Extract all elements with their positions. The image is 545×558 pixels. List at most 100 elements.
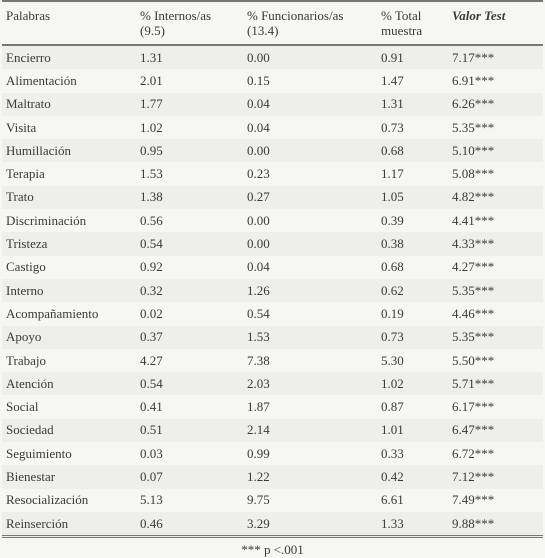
value-cell: 0.41 xyxy=(140,399,163,415)
header-line: muestra xyxy=(381,23,423,38)
word-cell: Reinserción xyxy=(2,511,136,537)
value-cell: 0.56 xyxy=(140,212,163,228)
value-cell: 0.37 xyxy=(136,325,243,349)
value-cell: 1.38 xyxy=(136,185,243,210)
value-cell: 0.04 xyxy=(247,259,270,275)
table-row: Atención 0.54 2.03 1.02 5.71*** xyxy=(2,372,543,396)
header-row: Palabras% Internos/as (9.5)% Funcionarios… xyxy=(2,1,543,46)
value-cell: 0.92 xyxy=(140,259,163,275)
value-cell: 0.00 xyxy=(247,212,270,228)
word-cell: Social xyxy=(6,399,39,415)
value-cell: 0.39 xyxy=(381,212,404,228)
value-cell: 0.02 xyxy=(140,305,163,321)
table-row: Apoyo 0.37 1.53 0.73 5.35*** xyxy=(2,325,543,349)
value-cell: 5.30 xyxy=(381,352,404,368)
value-cell: 2.14 xyxy=(243,418,377,443)
table-row: Sociedad 0.51 2.14 1.01 6.47*** xyxy=(2,418,543,443)
value-cell: 0.04 xyxy=(243,92,377,116)
header-line: (9.5) xyxy=(140,23,165,38)
value-cell: 0.73 xyxy=(377,325,448,349)
value-cell: 0.42 xyxy=(377,465,448,489)
value-cell: 0.38 xyxy=(377,232,448,256)
value-cell: 4.27*** xyxy=(452,259,495,275)
table-row: Tristeza 0.54 0.00 0.38 4.33*** xyxy=(2,232,543,256)
word-cell: Acompañamiento xyxy=(6,305,99,321)
value-cell: 1.31 xyxy=(377,92,448,116)
value-cell: 0.46 xyxy=(136,511,243,537)
value-cell: 2.01 xyxy=(140,72,163,88)
value-cell: 0.27 xyxy=(243,185,377,210)
word-cell: Humillación xyxy=(2,139,136,163)
value-cell: 0.07 xyxy=(136,465,243,489)
value-cell: 0.95 xyxy=(136,139,243,163)
column-header: % Total muestra xyxy=(377,1,448,46)
value-cell: 0.03 xyxy=(140,445,163,461)
header-line: (13.4) xyxy=(247,23,279,38)
word-cell: Discriminación xyxy=(6,212,87,228)
value-cell: 4.46*** xyxy=(452,305,495,321)
table-row: Humillación 0.95 0.00 0.68 5.10*** xyxy=(2,139,543,163)
word-cell: Alimentación xyxy=(6,72,77,88)
table-row: Terapia 1.53 0.23 1.17 5.08*** xyxy=(2,162,543,185)
value-cell: 1.01 xyxy=(377,418,448,443)
word-cell: Sociedad xyxy=(2,418,136,443)
value-cell: 4.27 xyxy=(140,352,163,368)
value-cell: 1.02 xyxy=(140,119,163,135)
value-cell: 0.23 xyxy=(247,166,270,182)
table-row: Visita 1.02 0.04 0.73 5.35*** xyxy=(2,116,543,139)
table-row: Reinserción 0.46 3.29 1.33 9.88*** xyxy=(2,511,543,537)
value-cell: 1.53 xyxy=(140,166,163,182)
word-cell: Interno xyxy=(2,278,136,303)
value-cell: 0.68 xyxy=(381,259,404,275)
value-cell: 2.03 xyxy=(243,372,377,396)
value-cell: 6.47*** xyxy=(448,418,543,443)
value-cell: 0.00 xyxy=(243,232,377,256)
header-line: Palabras xyxy=(6,8,51,23)
value-cell: 1.53 xyxy=(243,325,377,349)
column-header: % Funcionarios/as (13.4) xyxy=(243,1,377,46)
word-cell: Tristeza xyxy=(2,232,136,256)
value-cell: 0.54 xyxy=(136,232,243,256)
value-cell: 9.88*** xyxy=(448,511,543,537)
value-cell: 0.91 xyxy=(377,45,448,70)
value-cell: 1.02 xyxy=(377,372,448,396)
value-cell: 4.41*** xyxy=(452,212,495,228)
footnote: *** p <.001 xyxy=(241,542,304,558)
value-cell: 0.68 xyxy=(377,139,448,163)
table-row: Trabajo 4.27 7.38 5.30 5.50*** xyxy=(2,349,543,372)
word-cell: Terapia xyxy=(6,166,45,182)
word-cell: Maltrato xyxy=(2,92,136,116)
table-row: Discriminación 0.56 0.00 0.39 4.41*** xyxy=(2,209,543,232)
word-cell: Resocialización xyxy=(6,492,89,508)
value-cell: 5.13 xyxy=(140,492,163,508)
value-cell: 9.75 xyxy=(247,492,270,508)
value-cell: 5.35*** xyxy=(452,119,495,135)
value-cell: 1.05 xyxy=(377,185,448,210)
value-cell: 3.29 xyxy=(243,511,377,537)
word-cell: Encierro xyxy=(2,45,136,70)
value-cell: 0.15 xyxy=(247,72,270,88)
value-cell: 5.10*** xyxy=(448,139,543,163)
value-cell: 6.17*** xyxy=(452,399,495,415)
value-cell: 0.32 xyxy=(136,278,243,303)
column-header: Palabras xyxy=(2,1,136,46)
data-table: Palabras% Internos/as (9.5)% Funcionarios… xyxy=(2,0,543,538)
value-cell: 7.12*** xyxy=(448,465,543,489)
word-cell: Trato xyxy=(2,185,136,210)
column-header: Valor Test xyxy=(448,1,543,46)
value-cell: 0.04 xyxy=(247,119,270,135)
table-row: Interno 0.32 1.26 0.62 5.35*** xyxy=(2,278,543,303)
header-line: % Total xyxy=(381,8,422,23)
word-cell: Trabajo xyxy=(6,352,46,368)
value-cell: 1.22 xyxy=(243,465,377,489)
value-cell: 7.17*** xyxy=(448,45,543,70)
value-cell: 4.82*** xyxy=(448,185,543,210)
table-row: Trato 1.38 0.27 1.05 4.82*** xyxy=(2,185,543,210)
value-cell: 0.54 xyxy=(247,305,270,321)
value-cell: 6.26*** xyxy=(448,92,543,116)
value-cell: 5.50*** xyxy=(452,352,495,368)
value-cell: 0.54 xyxy=(136,372,243,396)
value-cell: 7.38 xyxy=(247,352,270,368)
word-cell: Bienestar xyxy=(2,465,136,489)
table-row: Castigo 0.92 0.04 0.68 4.27*** xyxy=(2,256,543,279)
